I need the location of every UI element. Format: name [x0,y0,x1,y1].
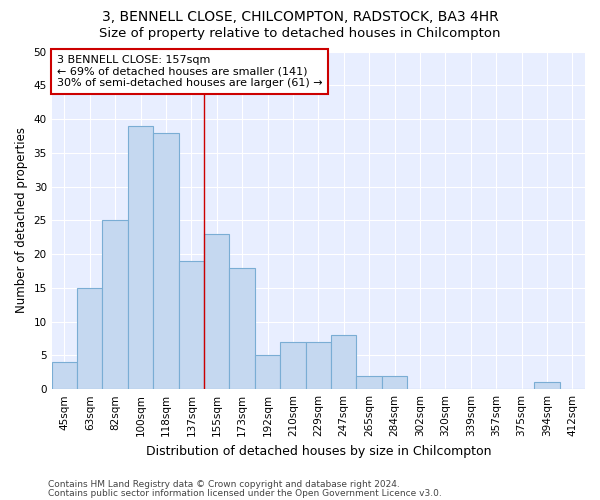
Bar [77,288,103,389]
Text: 3, BENNELL CLOSE, CHILCOMPTON, RADSTOCK, BA3 4HR: 3, BENNELL CLOSE, CHILCOMPTON, RADSTOCK,… [101,10,499,24]
Bar [356,376,382,389]
Bar [229,268,255,389]
Text: Contains public sector information licensed under the Open Government Licence v3: Contains public sector information licen… [48,488,442,498]
Text: 3 BENNELL CLOSE: 157sqm
← 69% of detached houses are smaller (141)
30% of semi-d: 3 BENNELL CLOSE: 157sqm ← 69% of detache… [57,55,323,88]
Text: Size of property relative to detached houses in Chilcompton: Size of property relative to detached ho… [99,28,501,40]
Bar [534,382,560,389]
Bar [305,342,331,389]
Bar [153,132,179,389]
Bar [382,376,407,389]
Bar [52,362,77,389]
Y-axis label: Number of detached properties: Number of detached properties [15,128,28,314]
Bar [103,220,128,389]
Bar [280,342,305,389]
Bar [128,126,153,389]
Bar [331,335,356,389]
X-axis label: Distribution of detached houses by size in Chilcompton: Distribution of detached houses by size … [146,444,491,458]
Text: Contains HM Land Registry data © Crown copyright and database right 2024.: Contains HM Land Registry data © Crown c… [48,480,400,489]
Bar [255,356,280,389]
Bar [204,234,229,389]
Bar [179,261,204,389]
